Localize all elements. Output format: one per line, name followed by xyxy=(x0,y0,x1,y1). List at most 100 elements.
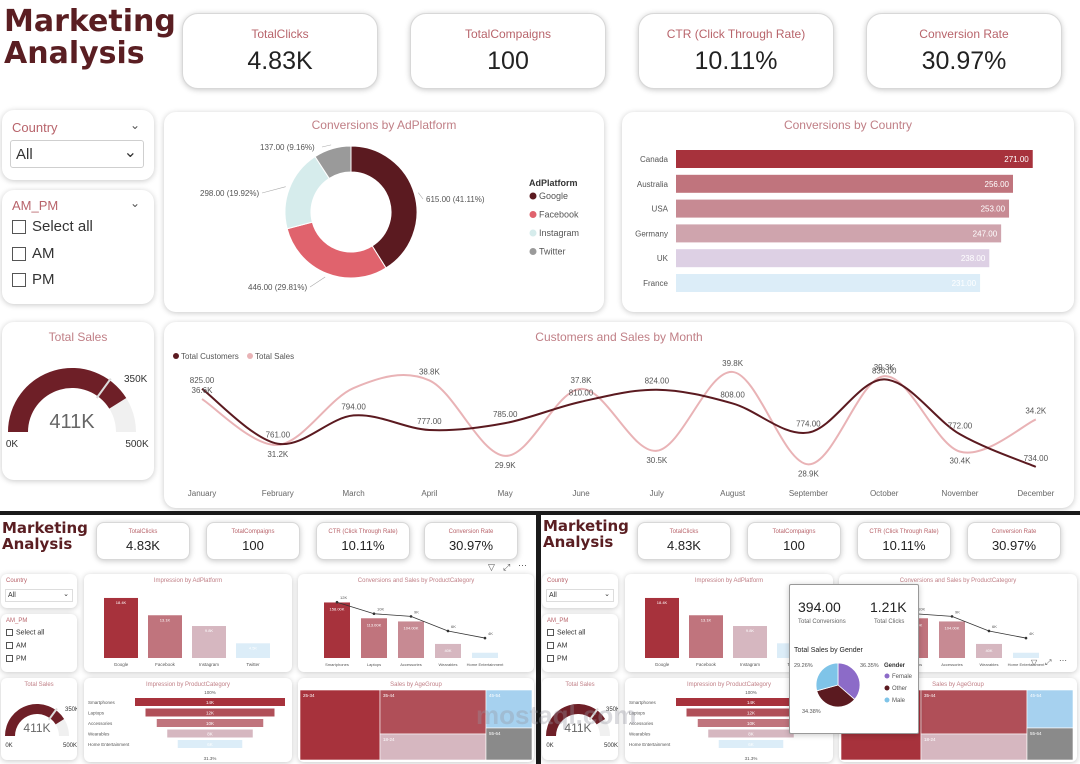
funnel-bar[interactable] xyxy=(177,740,243,748)
chevron-down-icon[interactable]: ⌄ xyxy=(129,118,140,132)
country-slicer[interactable]: Country ⌄ All ⌄ xyxy=(2,110,154,180)
donut-slice-twitter[interactable] xyxy=(314,145,352,180)
am-pm-slicer[interactable]: AM_PM Select all AM PM xyxy=(1,614,77,672)
treemap-cell[interactable] xyxy=(379,689,487,735)
kpi-total-campaigns[interactable]: TotalCompaigns 100 xyxy=(410,13,606,89)
chevron-down-icon[interactable]: ⌄ xyxy=(604,591,610,598)
treemap-cell[interactable] xyxy=(920,689,1028,735)
conversions-by-adplatform-card[interactable]: Conversions by AdPlatform 615.00 (41.11%… xyxy=(164,112,604,312)
country-bar[interactable] xyxy=(676,224,1002,243)
product-sales-bar[interactable] xyxy=(472,652,498,658)
funnel-bar[interactable] xyxy=(156,719,264,727)
funnel-bar[interactable] xyxy=(697,719,805,727)
legend-item[interactable]: Total Customers xyxy=(181,352,239,361)
checkbox[interactable] xyxy=(6,642,13,649)
country-bar-chart[interactable]: Canada 271.00 Australia 256.00 USA 253.00 Germ… xyxy=(622,112,1074,312)
option-pm[interactable]: PM xyxy=(547,655,568,662)
product-sales-bar[interactable] xyxy=(939,621,965,658)
line-chart[interactable]: Total Customers Total SalesJanuary825.003… xyxy=(164,322,1074,508)
product-sales-bar[interactable] xyxy=(1013,652,1039,658)
checkbox[interactable] xyxy=(12,273,26,288)
total-sales-card[interactable]: Total Sales 411K 0K 500K 350K xyxy=(2,322,154,480)
kpi-ctr[interactable]: CTR (Click Through Rate) 10.11% xyxy=(857,522,951,560)
gauge-fill[interactable] xyxy=(8,368,127,432)
gauge-chart[interactable]: 411K 0K 500K 350K xyxy=(1,678,77,760)
option-select-all[interactable]: Select all xyxy=(6,629,44,636)
filter-icon[interactable]: ▽ xyxy=(488,562,495,572)
treemap-cell[interactable] xyxy=(920,733,1028,761)
impression-bar[interactable] xyxy=(148,615,182,658)
kpi-total-campaigns[interactable]: TotalCompaigns 100 xyxy=(206,522,300,560)
option-am[interactable]: AM xyxy=(547,642,568,649)
donut-slice-facebook[interactable] xyxy=(286,221,387,279)
total-sales-card[interactable]: Total Sales 411K 0K 500K 350K xyxy=(542,678,618,760)
country-bar[interactable] xyxy=(676,174,1013,193)
gauge-chart[interactable]: 411K 0K 500K 350K xyxy=(542,678,618,760)
customers-sales-by-month-card[interactable]: Customers and Sales by Month Total Custo… xyxy=(164,322,1074,508)
option-pm[interactable]: PM xyxy=(6,655,27,662)
conversion-point[interactable] xyxy=(1024,636,1028,640)
sales-line[interactable] xyxy=(201,370,1037,466)
country-bar[interactable] xyxy=(676,150,1033,168)
impressions-bar-chart[interactable]: 18.4K Google 13.1K Facebook 9.8K Instagram 4.5… xyxy=(84,574,292,672)
country-dropdown[interactable]: All ⌄ xyxy=(10,140,144,168)
chevron-down-icon[interactable]: ⌄ xyxy=(63,591,69,598)
conversion-point[interactable] xyxy=(372,612,376,616)
sales-by-agegroup-card[interactable]: Sales by AgeGroup 25-34 35-44 18-24 45-54 55… xyxy=(298,678,534,762)
funnel-bar[interactable] xyxy=(718,740,784,748)
funnel-chart[interactable]: 100% Smartphones 14K Laptops 12K Accessories 1… xyxy=(625,678,833,762)
treemap-cell[interactable] xyxy=(485,689,533,729)
treemap-cell[interactable] xyxy=(299,689,381,761)
option-select-all[interactable]: Select all xyxy=(12,218,93,235)
treemap-chart[interactable]: 25-34 35-44 18-24 45-54 55-64 xyxy=(298,678,534,762)
customers-line[interactable] xyxy=(201,378,1037,468)
focus-mode-icon[interactable]: ⤢ xyxy=(503,562,511,572)
conversion-point[interactable] xyxy=(950,615,954,618)
treemap-cell[interactable] xyxy=(1026,727,1074,761)
gauge-fill[interactable] xyxy=(5,704,65,736)
conversions-by-country-card[interactable]: Conversions by Country Canada 271.00 Austr… xyxy=(622,112,1074,312)
treemap-cell[interactable] xyxy=(379,733,487,761)
gauge-fill[interactable] xyxy=(546,704,606,736)
kpi-total-clicks[interactable]: TotalClicks 4.83K xyxy=(96,522,190,560)
treemap-cell[interactable] xyxy=(485,727,533,761)
kpi-total-campaigns[interactable]: TotalCompaigns 100 xyxy=(747,522,841,560)
country-bar[interactable] xyxy=(676,249,990,268)
legend-item[interactable]: Google xyxy=(539,191,568,201)
option-select-all[interactable]: Select all xyxy=(547,629,585,636)
more-options-icon[interactable]: ⋯ xyxy=(518,560,527,570)
conversion-point[interactable] xyxy=(446,629,450,633)
impression-bar[interactable] xyxy=(645,597,679,658)
impression-bar[interactable] xyxy=(689,615,723,658)
product-combo-chart[interactable]: 158.00K Smartphones 113.00K Laptops 104.00K A… xyxy=(298,574,534,672)
country-slicer[interactable]: Country All ⌄ xyxy=(1,574,77,608)
product-sales-bar[interactable] xyxy=(976,643,1002,658)
chevron-down-icon[interactable]: ⌄ xyxy=(129,196,140,210)
country-dropdown[interactable]: All ⌄ xyxy=(5,589,73,602)
country-bar[interactable] xyxy=(676,199,1010,218)
kpi-total-clicks[interactable]: TotalClicks 4.83K xyxy=(182,13,378,89)
donut-chart[interactable]: 615.00 (41.11%) 446.00 (29.81%) 298.00 (19… xyxy=(164,112,604,312)
funnel-bar[interactable] xyxy=(135,698,285,706)
kpi-conversion-rate[interactable]: Conversion Rate 30.97% xyxy=(866,13,1062,89)
kpi-ctr[interactable]: CTR (Click Through Rate) 10.11% xyxy=(638,13,834,89)
gauge-chart[interactable]: 411K 0K 500K 350K xyxy=(2,322,154,480)
checkbox[interactable] xyxy=(12,220,26,235)
product-category-card[interactable]: Conversions and Sales by ProductCategory… xyxy=(298,574,534,672)
funnel-bar[interactable] xyxy=(167,729,253,738)
funnel-chart[interactable]: 100% Smartphones 14K Laptops 12K Accessories 1… xyxy=(84,678,292,762)
focus-mode-icon[interactable]: ⤢ xyxy=(1045,658,1052,667)
product-sales-bar[interactable] xyxy=(435,643,461,658)
kpi-ctr[interactable]: CTR (Click Through Rate) 10.11% xyxy=(316,522,410,560)
conversion-point[interactable] xyxy=(335,600,339,604)
checkbox[interactable] xyxy=(6,629,13,636)
checkbox[interactable] xyxy=(547,629,554,636)
treemap-cell[interactable] xyxy=(1026,689,1074,729)
checkbox[interactable] xyxy=(6,655,13,662)
conversion-point[interactable] xyxy=(483,636,487,640)
impression-bar[interactable] xyxy=(192,626,226,658)
legend-item[interactable]: Instagram xyxy=(539,228,579,238)
funnel-bar[interactable] xyxy=(686,708,816,717)
funnel-bar[interactable] xyxy=(145,708,275,717)
product-sales-bar[interactable] xyxy=(398,621,424,658)
